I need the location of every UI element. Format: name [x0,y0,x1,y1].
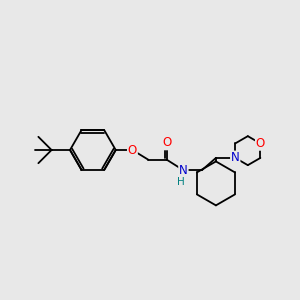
Text: O: O [128,143,137,157]
Text: O: O [256,137,265,150]
Text: N: N [231,152,240,164]
Text: O: O [162,136,171,149]
Text: N: N [179,164,188,177]
Text: H: H [177,177,185,187]
